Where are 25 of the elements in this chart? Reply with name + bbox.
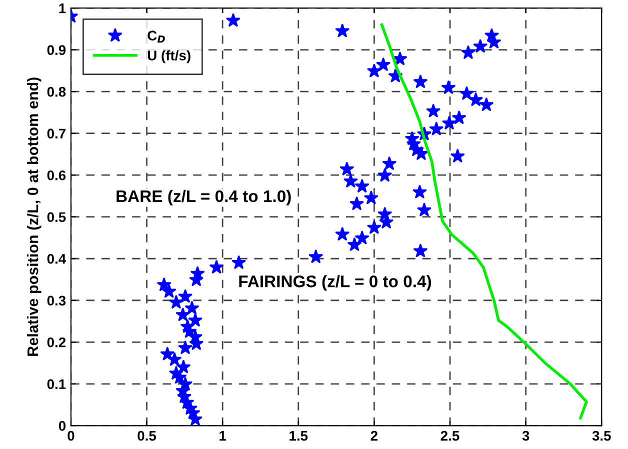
annotation: FAIRINGS (z/L = 0 to 0.4) [239,275,432,291]
y-tick-label: 0.4 [47,254,66,264]
legend-label: U (ft/s) [148,50,190,64]
x-tick-label: 0.5 [138,430,156,441]
y-tick-label: 0.1 [47,379,66,390]
x-tick-label: 1 [220,431,226,441]
y-tick-label: 0.5 [47,212,66,222]
y-tick-label: 0.7 [47,128,66,139]
y-tick-label: 0.2 [47,337,66,348]
y-tick-label: 0.9 [47,45,66,56]
x-tick-label: 1.5 [290,431,308,441]
x-tick-label: 3.5 [592,430,611,441]
line-series [380,23,588,420]
y-tick-label: 0.3 [47,296,66,306]
y-tick-label: 0.6 [47,170,66,180]
y-tick-label: 1 [59,4,66,14]
x-tick-label: 0 [68,430,74,441]
x-tick-label: 2 [370,430,378,441]
y-axis-title: Relative position (z/L, 0 at bottom end) [27,78,42,356]
annotation: BARE (z/L = 0.4 to 1.0) [116,190,291,206]
y-tick-label: 0.8 [47,86,66,97]
legend-label: C$_{D}$ [148,30,165,43]
x-tick-label: 2.5 [440,430,460,441]
y-tick-label: 0 [58,420,66,431]
x-tick-label: 3 [522,430,530,441]
